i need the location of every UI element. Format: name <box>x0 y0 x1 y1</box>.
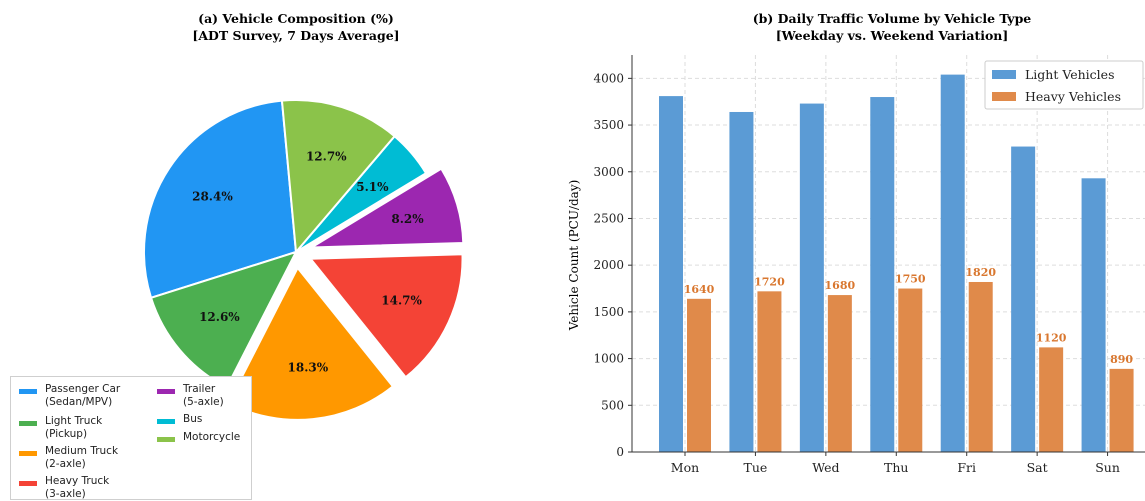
legend-label: Light Vehicles <box>1025 67 1114 82</box>
bar-heavy-vehicles <box>757 291 782 452</box>
legend-frame <box>984 60 1144 110</box>
legend-item: Medium Truck (2-axle) <box>19 445 118 471</box>
legend-swatch <box>157 389 175 394</box>
x-tick-label: Wed <box>812 460 839 475</box>
legend-label: Motorcycle <box>183 431 241 443</box>
y-tick-label: 4000 <box>593 71 624 85</box>
legend-item: Bus <box>157 413 202 426</box>
legend-swatch <box>19 421 37 426</box>
legend-item: Trailer (5-axle) <box>157 383 224 409</box>
legend-item: Light Truck (Pickup) <box>19 415 102 441</box>
legend-swatch <box>992 92 1016 101</box>
bar-data-label: 1820 <box>965 266 996 279</box>
legend-label: Bus <box>183 413 203 425</box>
y-tick-label: 500 <box>601 398 624 412</box>
bar-light-vehicles <box>870 97 895 453</box>
bar-data-label: 1640 <box>684 283 715 296</box>
pie-slice-label: 18.3% <box>288 361 329 375</box>
legend-swatch <box>992 70 1016 79</box>
bar-light-vehicles <box>799 103 824 452</box>
legend-item: Passenger Car (Sedan/MPV) <box>19 383 120 409</box>
y-tick-label: 1500 <box>593 305 624 319</box>
bar-light-vehicles <box>729 111 754 453</box>
legend-swatch <box>19 451 37 456</box>
y-tick-label: 3000 <box>593 165 624 179</box>
legend-swatch <box>157 419 175 424</box>
bar-chart: 0 500 1000 1500 2000 2500 3000 3500 4000 1640 Mon 1… <box>593 55 1145 475</box>
bar-data-label: 890 <box>1110 353 1133 366</box>
pie-chart: 28.4% 12.6% 18.3% 14.7% 8.2% 5.1% 12.7% <box>143 99 465 421</box>
pie-chart-subtitle: [ADT Survey, 7 Days Average] <box>192 28 399 43</box>
legend-label: Light Truck (Pickup) <box>45 415 103 440</box>
pie-slice-label: 12.7% <box>306 149 347 163</box>
x-tick-label: Fri <box>957 460 976 475</box>
pie-slice <box>280 99 396 255</box>
bar-heavy-vehicles <box>687 298 711 452</box>
pie-slice-label: 14.7% <box>381 294 422 308</box>
legend-swatch <box>19 481 37 486</box>
x-tick-label: Sat <box>1027 460 1048 475</box>
legend-label: Heavy Truck (3-axle) <box>45 475 110 500</box>
bar-chart-subtitle: [Weekday vs. Weekend Variation] <box>776 28 1009 43</box>
pie-chart-title: (a) Vehicle Composition (%) <box>198 11 394 26</box>
bar-heavy-vehicles <box>827 295 852 452</box>
bar-data-label: 1750 <box>895 273 926 286</box>
y-tick-label: 0 <box>616 445 624 459</box>
x-tick-label: Mon <box>671 460 699 475</box>
pie-legend: Passenger Car (Sedan/MPV) Light Truck (Pi… <box>10 376 252 500</box>
pie-slice <box>143 99 298 300</box>
legend-label: Heavy Vehicles <box>1025 89 1121 104</box>
y-tick-label: 3500 <box>593 118 624 132</box>
bar-heavy-vehicles <box>898 288 923 452</box>
legend-item: Heavy Truck (3-axle) <box>19 475 109 501</box>
x-tick-label: Thu <box>884 460 908 475</box>
bar-data-label: 1120 <box>1036 331 1067 344</box>
bar-data-label: 1720 <box>754 275 785 288</box>
pie-slice-label: 28.4% <box>192 190 233 204</box>
legend-label: Medium Truck (2-axle) <box>45 445 119 470</box>
legend-label: Passenger Car (Sedan/MPV) <box>45 383 121 408</box>
bar-heavy-vehicles <box>1039 347 1064 452</box>
x-tick-label: Tue <box>744 460 768 475</box>
x-tick-label: Sun <box>1095 460 1120 475</box>
pie-slice-label: 5.1% <box>356 180 389 194</box>
pie-slice-label: 8.2% <box>391 212 424 226</box>
legend-item: Motorcycle <box>157 431 240 444</box>
bar-light-vehicles <box>659 96 683 453</box>
legend-swatch <box>19 389 37 394</box>
legend-swatch <box>157 437 175 442</box>
legend-label: Trailer (5-axle) <box>183 383 224 408</box>
bar-light-vehicles <box>940 74 965 453</box>
pie-slice <box>307 167 465 249</box>
bar-heavy-vehicles <box>1109 368 1134 452</box>
bar-chart-title: (b) Daily Traffic Volume by Vehicle Type <box>753 11 1032 26</box>
bar-legend: Light Vehicles Heavy Vehicles <box>984 60 1144 110</box>
bar-light-vehicles <box>1081 178 1106 452</box>
pie-slice <box>308 253 464 379</box>
bar-light-vehicles <box>1011 146 1036 453</box>
bar-heavy-vehicles <box>968 281 993 452</box>
y-tick-label: 2500 <box>593 211 624 225</box>
y-tick-label: 2000 <box>593 258 624 272</box>
y-tick-label: 1000 <box>593 352 624 366</box>
pie-slice-label: 12.6% <box>199 310 240 324</box>
bar-data-label: 1680 <box>825 279 856 292</box>
bar-y-axis-label: Vehicle Count (PCU/day) <box>567 180 581 332</box>
